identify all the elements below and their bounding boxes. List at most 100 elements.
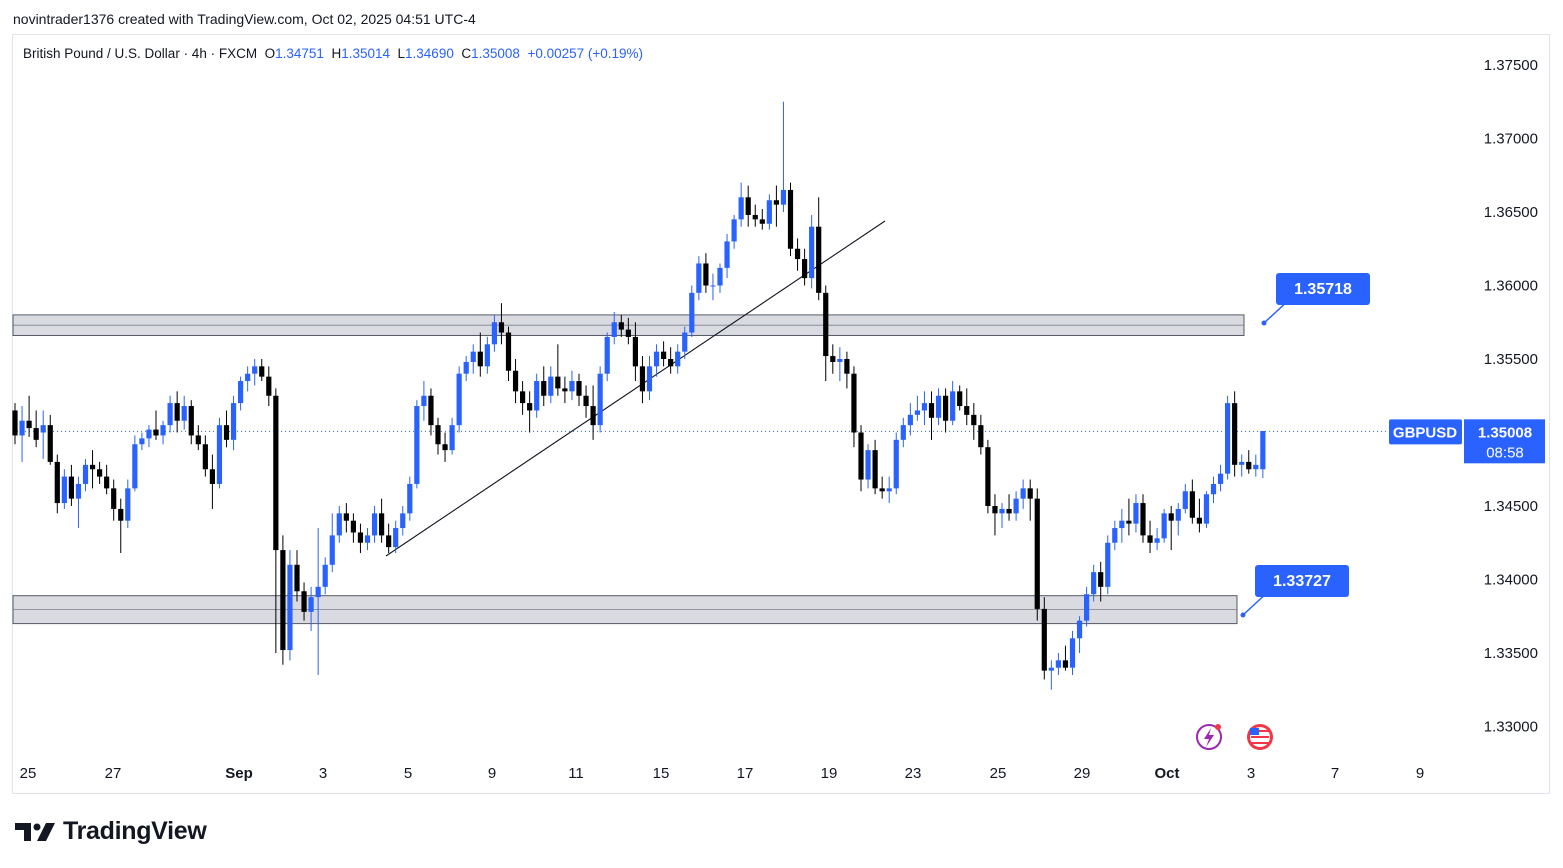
candle-body [1133,503,1139,524]
candle-body [266,376,272,396]
candle-body [872,450,878,489]
tradingview-logo[interactable]: TradingView [15,817,207,846]
time-axis-label: 9 [1416,765,1424,782]
candle-body [964,406,970,415]
legend-low-label: L [397,46,406,61]
candle-body [111,488,117,509]
candle-body [19,420,25,436]
candle-body [1203,494,1210,524]
candle-body [1069,638,1076,668]
candle-body [865,450,871,480]
candle-body [336,513,342,536]
candle-body [978,425,984,448]
candle-body [238,381,244,404]
candle-body [1098,572,1104,587]
support-callout-box [1255,565,1349,597]
candle-body [703,263,709,286]
candle-body [527,403,533,411]
candle-body [858,432,864,480]
candle-body [68,476,74,499]
price-axis-label: 1.36500 [1484,204,1538,221]
candle-body [280,550,286,651]
candle-body [89,464,96,470]
tradingview-logo-icon [15,822,55,841]
candle-body [738,197,744,220]
legend-high-value: 1.35014 [341,46,390,61]
legend-close-label: C [461,46,472,61]
legend-open-value: 1.34751 [275,46,324,61]
candle-body [935,395,942,418]
candle-body [731,219,737,242]
candle-body [414,406,420,484]
candle-body [1027,488,1033,499]
time-axis-label: Oct [1154,765,1179,782]
time-axis-label: 25 [20,765,37,782]
candle-body [1196,517,1202,524]
candle-body [343,513,349,521]
candle-body [1232,403,1238,465]
candle-body [534,381,540,411]
candle-body [661,351,667,359]
event-dot-icon [1215,724,1221,730]
candle-body [202,444,208,470]
candle-body [491,322,497,345]
us-flag-canton-icon [1250,728,1259,735]
candle-body [252,366,258,374]
candle-body [329,535,335,565]
candle-body [830,356,836,362]
candle-body [794,248,801,260]
candle-body [1239,461,1245,465]
candle-body [407,483,413,514]
candle-body [160,425,166,436]
candle-body [675,351,681,367]
candle-body [1034,498,1040,609]
legend-close-value: 1.35008 [471,46,520,61]
candle-body [1140,503,1146,536]
candle-body [181,406,187,421]
candle-body [1048,667,1054,671]
candle-body [75,483,82,499]
price-axis-label: 1.34000 [1484,572,1538,589]
time-axis-label: 5 [404,765,412,782]
candle-body [957,391,963,407]
price-axis-label: 1.35500 [1484,351,1538,368]
candle-body [724,241,730,268]
candle-body [379,513,385,536]
candle-body [435,425,441,445]
trendline [385,220,886,557]
time-axis-label: 3 [319,765,327,782]
time-axis-label: 29 [1074,765,1091,782]
candle-body [364,535,371,543]
symbol-legend: British Pound / U.S. Dollar · 4h · FXCM … [23,46,643,61]
candle-body [682,332,688,352]
candle-body [470,351,476,362]
candle-body [1105,542,1111,587]
candle-body [1253,464,1259,470]
price-tag-countdown: 08:58 [1486,444,1524,461]
legend-high-label: H [331,46,342,61]
candle-body [879,488,885,492]
candle-body [230,403,237,440]
candle-body [520,391,526,404]
candle-body [301,591,307,612]
candle-body [1006,508,1012,514]
candle-body [449,425,455,451]
time-axis-label: 27 [105,765,122,782]
candle-body [1020,488,1026,499]
candle-body [611,322,617,337]
candle-body [47,425,53,462]
candle-body [1175,508,1181,521]
candle-body [985,447,991,506]
candle-body [477,351,483,367]
candle-body [442,444,448,451]
candle-body [139,438,145,445]
candle-body [195,435,201,445]
legend-open-label: O [264,46,276,61]
candle-body [583,395,589,407]
candle-body [809,226,815,279]
candle-body [1126,520,1132,524]
candle-body [132,444,138,489]
candle-body [125,488,131,521]
candle-body [322,564,328,587]
